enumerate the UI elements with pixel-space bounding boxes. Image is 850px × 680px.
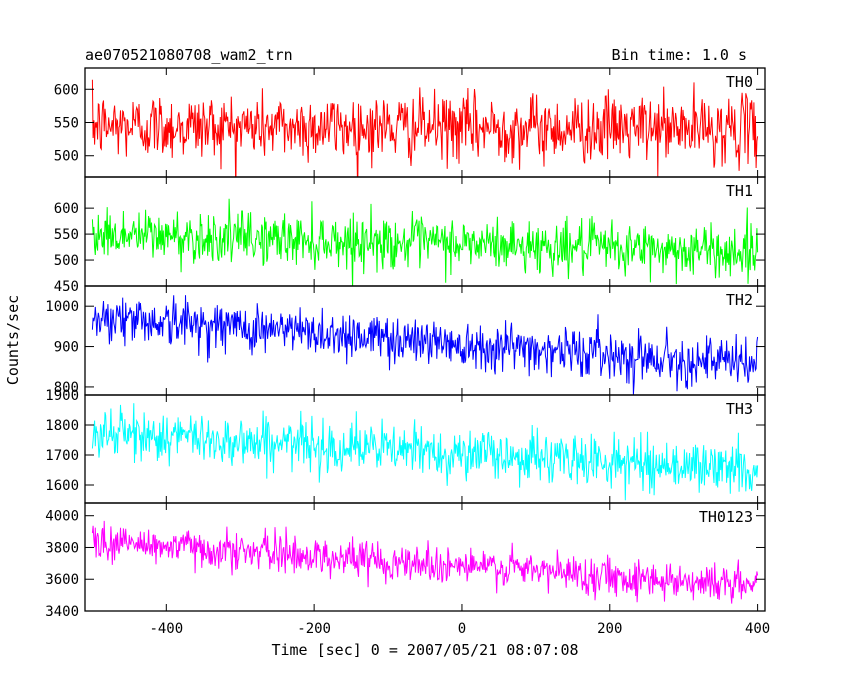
y-tick-label: 4000 <box>45 509 79 525</box>
y-tick-label: 1700 <box>45 448 79 464</box>
series-line-th0 <box>91 79 759 177</box>
y-tick-label: 500 <box>54 253 79 269</box>
y-tick-label: 3800 <box>45 540 79 556</box>
y-tick-label: 450 <box>54 279 79 295</box>
y-tick-label: 3600 <box>45 572 79 588</box>
series-line-th0123 <box>91 520 759 604</box>
series-line-th1 <box>91 198 759 286</box>
panel-th3: 1600 1700 1800 1900 TH3 <box>45 388 766 504</box>
y-tick-label: 1900 <box>45 388 79 404</box>
y-tick-label: 500 <box>54 149 79 165</box>
y-tick-label: 550 <box>54 227 79 243</box>
y-tick-label: 1000 <box>45 299 79 315</box>
y-tick-label: 900 <box>54 340 79 356</box>
panel-th0123: 3400 3600 3800 4000 TH0123 <box>45 502 766 620</box>
panel-label-th2: TH2 <box>726 291 753 309</box>
panel-th2: 800 900 1000 TH2 <box>45 285 766 396</box>
bin-time-label: Bin time: 1.0 s <box>612 46 747 64</box>
series-line-th2 <box>91 295 759 395</box>
chart-title: ae070521080708_wam2_trn <box>85 46 293 64</box>
panel-label-th0123: TH0123 <box>699 508 753 526</box>
panel-label-th0: TH0 <box>726 73 753 91</box>
panel-label-th1: TH1 <box>726 182 753 200</box>
panel-th1: 450 500 550 600 TH1 <box>54 176 766 295</box>
x-tick-label: -400 <box>149 621 183 637</box>
y-tick-label: 1600 <box>45 478 79 494</box>
y-tick-label: 600 <box>54 82 79 98</box>
y-tick-label: 3400 <box>45 604 79 620</box>
x-tick-label: 400 <box>745 621 770 637</box>
y-tick-label: 1800 <box>45 418 79 434</box>
y-tick-label: 550 <box>54 116 79 132</box>
x-tick-label: 0 <box>458 621 466 637</box>
panel-frame <box>84 502 766 612</box>
panels: 500 550 600 TH0 450 500 550 600 TH1 800 900 1000 TH2… <box>45 67 766 620</box>
y-tick-label: 600 <box>54 201 79 217</box>
x-tick-label: -200 <box>297 621 331 637</box>
series-line-th3 <box>91 403 759 501</box>
y-axis-title: Counts/sec <box>4 295 22 385</box>
x-tick-label: 200 <box>597 621 622 637</box>
x-axis-title: Time [sec] 0 = 2007/05/21 08:07:08 <box>271 641 578 659</box>
x-axis: -400 -200 0 200 400 <box>149 621 770 637</box>
y-tick-label: 800 <box>54 380 79 396</box>
panel-label-th3: TH3 <box>726 400 753 418</box>
